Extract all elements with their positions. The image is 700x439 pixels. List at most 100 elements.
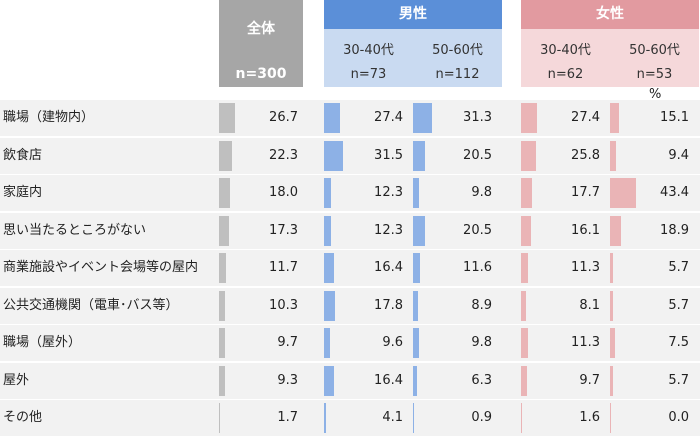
data-cell: 18.9 <box>610 213 694 249</box>
value-bar <box>610 140 616 171</box>
value-label: 9.7 <box>277 335 298 350</box>
value-bar <box>324 290 335 321</box>
value-label: 9.8 <box>471 185 492 200</box>
value-label: 9.6 <box>382 335 403 350</box>
data-cell: 27.4 <box>521 100 605 136</box>
data-cell: 27.4 <box>324 100 408 136</box>
value-label: 11.6 <box>463 260 492 275</box>
data-cell: 9.6 <box>324 325 408 361</box>
row-label: 職場（屋外） <box>3 335 82 350</box>
value-bar <box>610 103 620 133</box>
value-bar <box>413 103 432 133</box>
value-label: 4.1 <box>382 410 403 425</box>
table-row: 商業施設やイベント会場等の屋内 11.7 16.4 11.6 11.3 5.7 <box>0 250 700 286</box>
table-row: 屋外 9.3 16.4 6.3 9.7 5.7 <box>0 362 700 399</box>
data-cell: 17.8 <box>324 288 408 324</box>
value-label: 25.8 <box>571 147 600 163</box>
table-row: その他 1.7 4.1 0.9 1.6 0.0 <box>0 400 700 436</box>
value-bar <box>324 328 330 358</box>
data-cell: 43.4 <box>610 175 694 211</box>
value-bar <box>219 365 225 396</box>
header-age: 50-60代 <box>432 43 483 58</box>
table-row: 家庭内 18.0 12.3 9.8 17.7 43.4 <box>0 175 700 211</box>
value-bar <box>521 365 527 396</box>
row-stripe <box>0 325 700 361</box>
value-bar <box>324 365 334 396</box>
value-bar <box>324 178 332 208</box>
value-bar <box>413 403 414 433</box>
value-bar <box>219 290 226 321</box>
data-cell: 17.3 <box>219 213 303 249</box>
data-cell: 31.5 <box>324 138 408 174</box>
value-label: 1.6 <box>579 410 600 425</box>
data-cell: 16.4 <box>324 250 408 286</box>
data-cell: 9.7 <box>521 363 605 399</box>
data-cell: 8.1 <box>521 288 605 324</box>
row-stripe <box>0 100 700 136</box>
value-bar <box>219 140 233 171</box>
data-cell: 15.1 <box>610 100 694 136</box>
value-label: 9.3 <box>277 372 298 388</box>
row-label: 公共交通機関（電車･バス等） <box>3 297 179 313</box>
row-label: 商業施設やイベント会場等の屋内 <box>3 260 199 275</box>
value-label: 12.3 <box>374 185 403 200</box>
value-label: 18.0 <box>269 185 298 200</box>
row-stripe <box>0 137 700 174</box>
header-n: n=53 <box>636 67 673 82</box>
value-bar <box>219 328 225 358</box>
value-bar <box>219 178 230 208</box>
table-row: 職場（屋外） 9.7 9.6 9.8 11.3 7.5 <box>0 325 700 361</box>
data-cell: 4.1 <box>324 400 408 436</box>
data-cell: 20.5 <box>413 138 497 174</box>
row-label: その他 <box>3 410 43 425</box>
row-stripe <box>0 400 700 436</box>
data-cell: 6.3 <box>413 363 497 399</box>
value-label: 12.3 <box>374 222 403 238</box>
value-label: 0.9 <box>471 410 492 425</box>
value-bar <box>413 140 426 171</box>
data-cell: 11.3 <box>521 325 605 361</box>
value-bar <box>521 328 528 358</box>
data-cell: 9.3 <box>219 363 303 399</box>
value-bar <box>219 403 221 433</box>
data-cell: 9.8 <box>413 325 497 361</box>
value-bar <box>521 403 522 433</box>
data-cell: 1.6 <box>521 400 605 436</box>
row-stripe <box>0 250 700 286</box>
value-bar <box>219 215 230 246</box>
value-bar <box>413 290 419 321</box>
value-label: 8.1 <box>579 297 600 313</box>
table-row: 公共交通機関（電車･バス等） 10.3 17.8 8.9 8.1 5.7 <box>0 287 700 324</box>
value-label: 9.7 <box>579 372 600 388</box>
value-label: 7.5 <box>668 335 689 350</box>
value-bar <box>610 253 614 283</box>
header-female-50-60: 50-60代 n=53 <box>610 29 699 87</box>
value-label: 9.8 <box>471 335 492 350</box>
data-cell: 0.0 <box>610 400 694 436</box>
row-stripe <box>0 212 700 249</box>
value-bar <box>413 328 419 358</box>
header-female: 女性 <box>521 0 699 29</box>
value-label: 11.3 <box>571 260 600 275</box>
row-label: 家庭内 <box>3 185 43 200</box>
value-label: 17.7 <box>571 185 600 200</box>
data-cell: 11.3 <box>521 250 605 286</box>
value-label: 20.5 <box>463 147 492 163</box>
value-label: 31.3 <box>463 110 492 125</box>
value-label: 16.4 <box>374 372 403 388</box>
value-bar <box>324 140 343 171</box>
row-stripe <box>0 287 700 324</box>
value-bar <box>521 178 532 208</box>
data-cell: 5.7 <box>610 363 694 399</box>
value-bar <box>219 253 227 283</box>
row-stripe <box>0 362 700 399</box>
value-bar <box>521 103 538 133</box>
value-label: 26.7 <box>269 110 298 125</box>
header-total-label: 全体 <box>247 21 275 37</box>
value-label: 15.1 <box>660 110 689 125</box>
value-label: 43.4 <box>660 185 689 200</box>
header-total-n: n=300 <box>235 66 287 82</box>
table-row: 飲食店 22.3 31.5 20.5 25.8 9.4 <box>0 137 700 174</box>
data-cell: 25.8 <box>521 138 605 174</box>
value-label: 11.3 <box>571 335 600 350</box>
